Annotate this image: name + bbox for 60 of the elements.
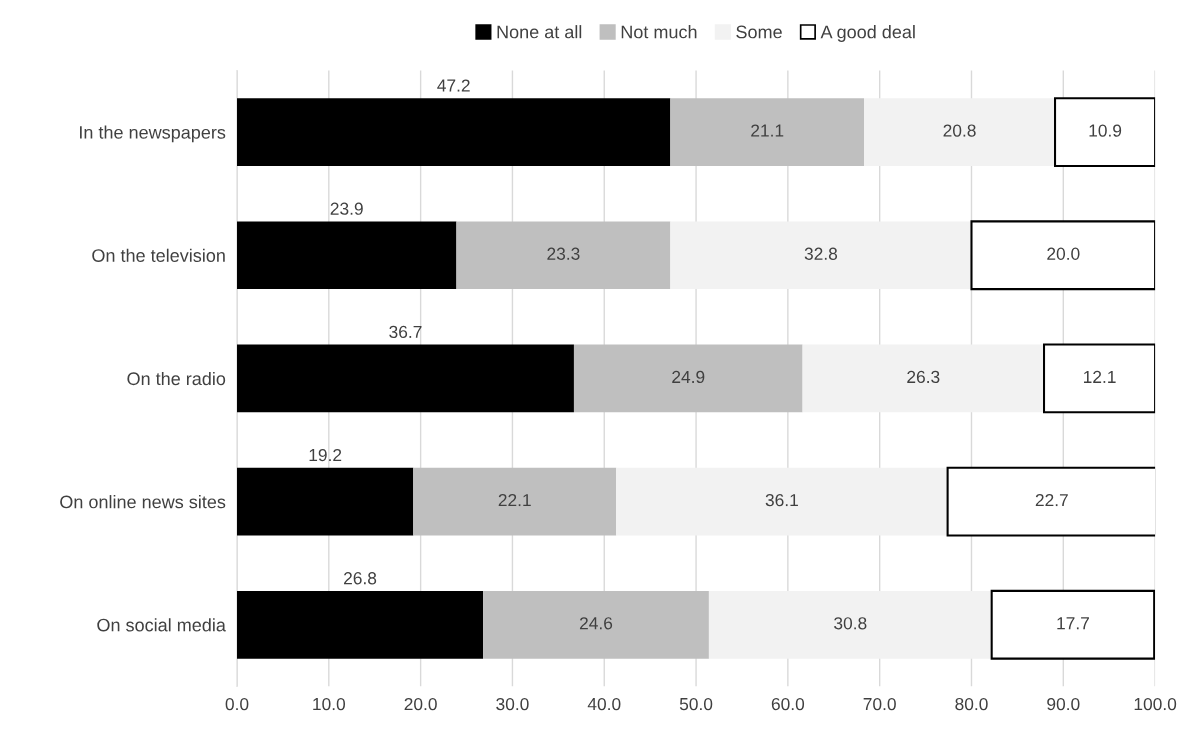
data-label: 22.7: [1035, 493, 1068, 507]
x-tick-label: 40.0: [587, 697, 621, 711]
x-tick-label: 10.0: [313, 697, 346, 711]
data-label: 20.0: [1047, 247, 1080, 260]
y-tick-label: On the radio: [127, 371, 226, 386]
data-label: 47.2: [437, 79, 470, 92]
data-label: 24.6: [579, 617, 613, 630]
bar: [970, 220, 1156, 291]
data-label: 23.3: [547, 247, 580, 260]
bar: [990, 589, 1156, 660]
y-tick-label: On social media: [97, 618, 226, 632]
bar: [708, 590, 992, 659]
bar: [573, 344, 803, 413]
data-label: 17.7: [1057, 617, 1089, 630]
data-label: 20.8: [943, 124, 976, 137]
data-label: 12.1: [1083, 370, 1116, 383]
y-tick-label: On online news sites: [60, 495, 226, 509]
bar: [237, 590, 484, 659]
data-label: 26.8: [344, 572, 377, 585]
legend-label: None at all: [497, 25, 582, 39]
data-label: 36.1: [765, 493, 798, 507]
data-label: 26.3: [907, 370, 940, 384]
x-tick-label: 90.0: [1047, 697, 1080, 711]
bar: [237, 467, 414, 536]
data-label: 19.2: [309, 448, 342, 462]
bar: [483, 590, 709, 659]
data-label: 22.1: [498, 493, 531, 507]
legend-label: Some: [736, 25, 782, 39]
bar: [237, 344, 574, 413]
x-tick-label: 0.0: [225, 697, 249, 711]
y-tick-label: On the television: [92, 248, 225, 262]
x-tick-label: 70.0: [863, 697, 896, 711]
bar: [456, 221, 671, 290]
bar: [237, 221, 457, 290]
data-label: 10.9: [1089, 124, 1122, 137]
bar: [802, 344, 1045, 413]
bar: [616, 467, 948, 536]
x-tick-label: 80.0: [955, 697, 988, 711]
legend-label: Not much: [621, 25, 697, 39]
legend-label: A good deal: [820, 25, 915, 42]
data-label: 23.9: [330, 202, 363, 215]
bar: [670, 221, 972, 290]
x-tick-label: 50.0: [679, 697, 713, 711]
bar: [1042, 343, 1156, 414]
data-label: 32.8: [804, 247, 838, 260]
bar: [237, 98, 671, 166]
data-label: 30.8: [834, 617, 867, 630]
data-label: 21.1: [751, 124, 784, 137]
bar: [946, 466, 1156, 537]
bar: [1053, 97, 1156, 167]
x-tick-label: 30.0: [496, 697, 529, 711]
x-tick-label: 100.0: [1134, 697, 1177, 711]
bar: [864, 98, 1056, 166]
data-label: 36.7: [389, 325, 422, 339]
y-tick-label: In the newspapers: [80, 125, 226, 143]
bar: [413, 467, 617, 536]
x-tick-label: 20.0: [404, 697, 437, 711]
x-tick-label: 60.0: [771, 697, 805, 711]
data-label: 24.9: [672, 370, 705, 384]
bar: [670, 98, 865, 166]
